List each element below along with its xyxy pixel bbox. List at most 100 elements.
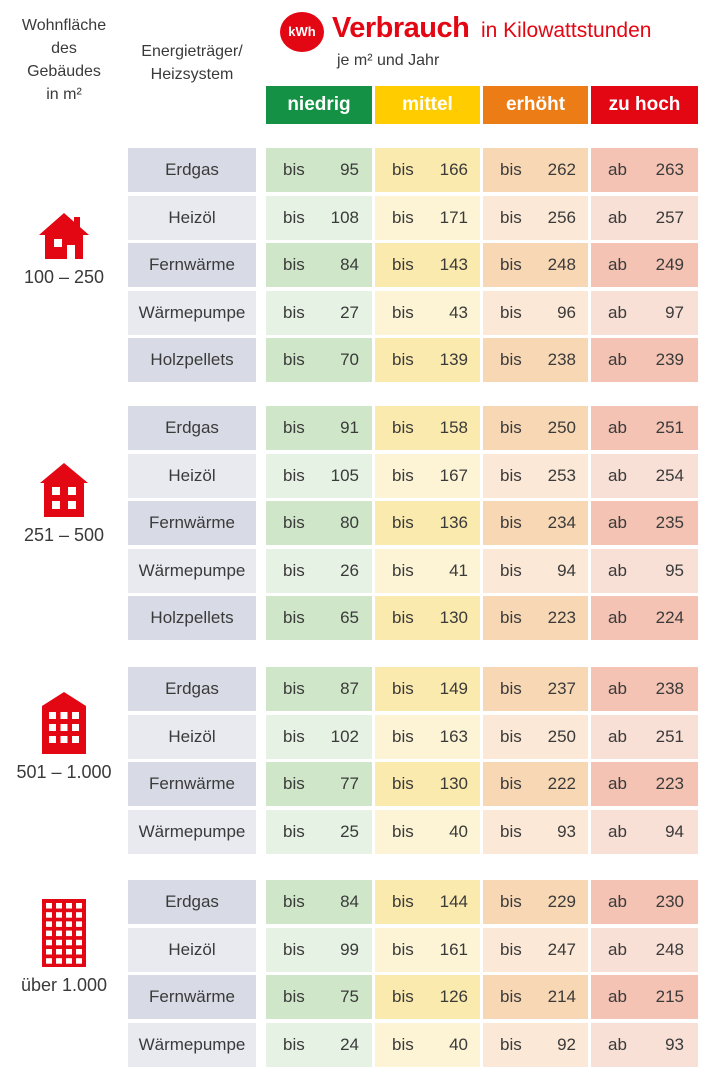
value-cell-erhoeht: bis 94 — [483, 548, 588, 593]
value-cell-zu-hoch: ab 257 — [591, 195, 698, 240]
value-number: 158 — [439, 418, 468, 437]
value-cell-niedrig: bis 102 — [266, 714, 372, 759]
value-cell-erhoeht: bis 250 — [483, 406, 588, 450]
value-prefix: bis — [500, 513, 522, 532]
value-cell-zu-hoch: ab 215 — [591, 975, 698, 1019]
value-prefix: bis — [283, 513, 305, 532]
value-cell-niedrig: bis 80 — [266, 501, 372, 545]
value-prefix: bis — [283, 207, 305, 227]
value-prefix: bis — [392, 160, 414, 179]
small-house-icon — [0, 211, 128, 261]
value-cell-erhoeht: bis 247 — [483, 927, 588, 972]
value-prefix: ab — [608, 679, 627, 698]
value-number: 229 — [547, 892, 576, 911]
value-cell-zu-hoch: ab 251 — [591, 714, 698, 759]
value-cell-zu-hoch: ab 223 — [591, 762, 698, 806]
value-number: 105 — [330, 465, 359, 485]
value-number: 257 — [655, 207, 684, 227]
value-prefix: bis — [392, 821, 414, 841]
value-prefix: bis — [500, 608, 522, 627]
value-prefix: bis — [283, 608, 305, 627]
value-number: 93 — [557, 821, 576, 841]
energy-source-label: Fernwärme — [128, 762, 256, 806]
value-prefix: bis — [392, 465, 414, 485]
value-number: 65 — [340, 608, 359, 627]
value-prefix: ab — [608, 726, 627, 746]
value-prefix: bis — [283, 774, 305, 793]
area-header-line: in m² — [46, 86, 82, 103]
value-number: 253 — [547, 465, 576, 485]
value-prefix: ab — [608, 465, 627, 485]
value-cell-mittel: bis 144 — [375, 880, 480, 924]
value-number: 247 — [547, 939, 576, 959]
value-number: 139 — [439, 350, 468, 369]
value-prefix: bis — [500, 160, 522, 179]
value-number: 254 — [655, 465, 684, 485]
value-prefix: bis — [392, 1034, 414, 1054]
energy-source-label: Heizöl — [128, 714, 256, 759]
energy-column-header: Energieträger/ Heizsystem — [128, 40, 256, 86]
value-cell-erhoeht: bis 96 — [483, 290, 588, 335]
value-number: 84 — [340, 255, 359, 274]
value-cell-niedrig: bis 70 — [266, 338, 372, 382]
value-number: 41 — [449, 560, 468, 580]
value-number: 26 — [340, 560, 359, 580]
value-cell-zu-hoch: ab 93 — [591, 1022, 698, 1067]
area-range-label: über 1.000 — [20, 975, 108, 996]
value-cell-zu-hoch: ab 251 — [591, 406, 698, 450]
value-prefix: bis — [500, 679, 522, 698]
value-number: 251 — [655, 726, 684, 746]
value-prefix: bis — [283, 726, 305, 746]
value-cell-zu-hoch: ab 239 — [591, 338, 698, 382]
value-prefix: ab — [608, 939, 627, 959]
value-prefix: ab — [608, 560, 627, 580]
value-prefix: ab — [608, 892, 627, 911]
multi-family-house-icon — [0, 461, 128, 519]
value-prefix: bis — [392, 418, 414, 437]
value-cell-niedrig: bis 99 — [266, 927, 372, 972]
value-number: 250 — [547, 726, 576, 746]
chart-title-unit: in Kilowattstunden — [481, 19, 652, 42]
value-cell-mittel: bis 41 — [375, 548, 480, 593]
value-cell-erhoeht: bis 222 — [483, 762, 588, 806]
value-prefix: bis — [392, 726, 414, 746]
value-cell-niedrig: bis 27 — [266, 290, 372, 335]
value-prefix: bis — [500, 939, 522, 959]
value-prefix: ab — [608, 418, 627, 437]
value-prefix: bis — [392, 560, 414, 580]
value-cell-niedrig: bis 105 — [266, 453, 372, 498]
value-number: 144 — [439, 892, 468, 911]
value-prefix: bis — [500, 302, 522, 322]
value-prefix: bis — [392, 302, 414, 322]
value-cell-mittel: bis 130 — [375, 762, 480, 806]
value-number: 102 — [330, 726, 359, 746]
value-cell-erhoeht: bis 238 — [483, 338, 588, 382]
value-prefix: bis — [500, 350, 522, 369]
value-number: 130 — [439, 774, 468, 793]
value-cell-erhoeht: bis 92 — [483, 1022, 588, 1067]
value-cell-niedrig: bis 77 — [266, 762, 372, 806]
value-prefix: ab — [608, 608, 627, 627]
value-prefix: bis — [500, 726, 522, 746]
energy-source-label: Erdgas — [128, 667, 256, 711]
value-cell-zu-hoch: ab 263 — [591, 148, 698, 192]
value-cell-zu-hoch: ab 249 — [591, 243, 698, 287]
value-prefix: bis — [392, 892, 414, 911]
value-cell-mittel: bis 126 — [375, 975, 480, 1019]
value-prefix: ab — [608, 987, 627, 1006]
value-number: 94 — [557, 560, 576, 580]
chart-subtitle: je m² und Jahr — [337, 52, 440, 69]
value-number: 108 — [330, 207, 359, 227]
energy-header-line: Heizsystem — [150, 66, 234, 83]
value-number: 215 — [655, 987, 684, 1006]
value-cell-mittel: bis 43 — [375, 290, 480, 335]
value-cell-niedrig: bis 91 — [266, 406, 372, 450]
value-cell-niedrig: bis 84 — [266, 880, 372, 924]
value-prefix: bis — [283, 255, 305, 274]
value-prefix: bis — [500, 1034, 522, 1054]
value-cell-erhoeht: bis 250 — [483, 714, 588, 759]
value-cell-erhoeht: bis 237 — [483, 667, 588, 711]
value-number: 237 — [547, 679, 576, 698]
value-number: 239 — [655, 350, 684, 369]
value-cell-mittel: bis 161 — [375, 927, 480, 972]
